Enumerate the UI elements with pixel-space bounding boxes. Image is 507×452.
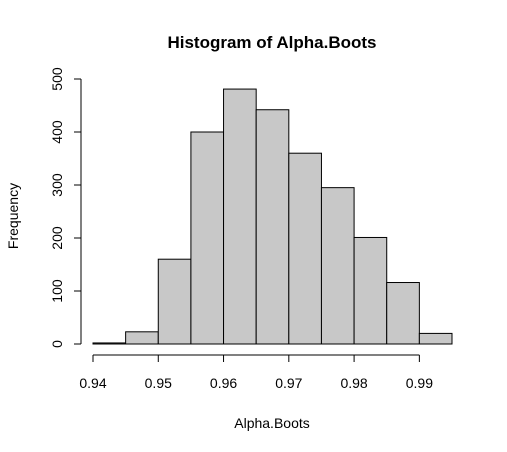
y-tick-label: 100	[49, 279, 65, 303]
y-tick-label: 400	[49, 120, 65, 144]
histogram-bar	[353, 236, 388, 345]
histogram-bar	[418, 332, 453, 345]
chart-title: Histogram of Alpha.Boots	[167, 33, 376, 52]
histogram-bar	[190, 131, 225, 345]
x-tick-label: 0.97	[275, 375, 302, 391]
x-tick-label: 0.96	[210, 375, 237, 391]
y-tick-label: 500	[49, 67, 65, 91]
x-axis: 0.94 0.95 0.96 0.97 0.98 0.99	[79, 354, 433, 391]
y-tick-label: 0	[49, 340, 65, 348]
histogram-bar	[157, 258, 192, 345]
x-axis-label: Alpha.Boots	[234, 415, 310, 431]
x-tick-label: 0.99	[406, 375, 433, 391]
x-tick-label: 0.98	[340, 375, 367, 391]
histogram-bar	[288, 152, 322, 345]
bars-group	[92, 88, 453, 345]
histogram-bar	[125, 331, 159, 345]
histogram-bar	[320, 187, 355, 345]
histogram-bar	[92, 342, 127, 345]
x-tick-label: 0.94	[79, 375, 106, 391]
x-tick-label: 0.95	[145, 375, 172, 391]
y-axis-label: Frequency	[5, 183, 21, 249]
y-tick-label: 200	[49, 226, 65, 250]
histogram-bar	[223, 88, 257, 345]
y-axis: 0 100 200 300 400 500	[49, 67, 82, 348]
histogram-bar	[255, 109, 290, 345]
y-tick-label: 300	[49, 173, 65, 197]
histogram-bar	[386, 282, 420, 345]
